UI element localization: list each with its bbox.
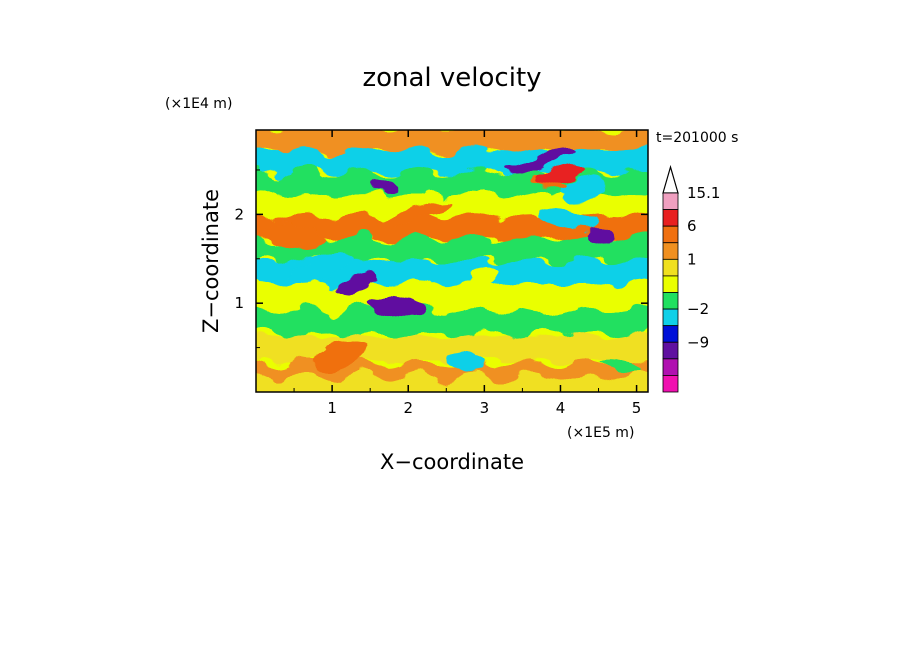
velocity-feature (262, 223, 326, 250)
chart-title: zonal velocity (362, 63, 541, 93)
x-unit-label: (×1E5 m) (567, 425, 634, 441)
y-tick-label: 1 (234, 294, 244, 312)
velocity-feature (536, 163, 585, 186)
x-tick-label: 4 (556, 399, 566, 417)
y-unit-label: (×1E4 m) (165, 96, 232, 112)
colorbar-swatch (662, 209, 679, 227)
velocity-feature (508, 148, 575, 174)
velocity-feature (371, 182, 400, 194)
x-tick-label: 3 (480, 399, 490, 417)
velocity-feature (338, 270, 379, 291)
colorbar-label: 6 (687, 217, 697, 235)
colorbar: 15.1 6 1 −2 −9 (662, 164, 720, 393)
colorbar-swatch (662, 192, 679, 210)
x-axis-title: X−coordinate (380, 450, 524, 474)
colorbar-swatch (662, 225, 679, 244)
time-label: t=201000 s (656, 130, 738, 146)
x-tick-label: 2 (403, 399, 413, 417)
velocity-feature (445, 351, 485, 371)
velocity-feature (538, 209, 598, 229)
velocity-feature (469, 265, 499, 288)
colorbar-swatch (662, 341, 679, 360)
colorbar-label: −2 (687, 300, 709, 318)
x-ticks: 1 2 3 4 5 (293, 130, 642, 417)
feature-layer (262, 148, 643, 373)
colorbar-swatch (662, 375, 679, 393)
plot-area (256, 130, 648, 392)
colorbar-swatch (662, 242, 679, 260)
colorbar-swatch (662, 325, 679, 343)
y-tick-label: 2 (234, 205, 244, 223)
colorbar-label: 1 (687, 250, 697, 268)
velocity-feature (378, 201, 453, 228)
colorbar-label: −9 (687, 333, 709, 351)
velocity-feature (285, 252, 357, 283)
velocity-feature (561, 174, 606, 202)
colorbar-swatch (662, 292, 679, 310)
x-tick-label: 1 (327, 399, 337, 417)
velocity-feature (313, 342, 366, 371)
velocity-feature (586, 227, 619, 246)
colorbar-label: 15.1 (687, 184, 720, 202)
colorbar-swatch (662, 358, 679, 376)
colorbar-arrow (662, 164, 679, 194)
velocity-feature (489, 293, 556, 314)
x-tick-label: 5 (632, 399, 642, 417)
velocity-feature (369, 295, 425, 320)
y-ticks: 12 (234, 169, 648, 349)
velocity-band (256, 304, 648, 340)
plot-frame (255, 129, 649, 393)
velocity-feature (599, 358, 643, 373)
colorbar-swatch (662, 275, 679, 293)
y-axis-title: Z−coordinate (199, 189, 223, 333)
colorbar-swatch (662, 258, 679, 277)
colorbar-swatch (662, 308, 679, 327)
velocity-band (256, 371, 648, 392)
